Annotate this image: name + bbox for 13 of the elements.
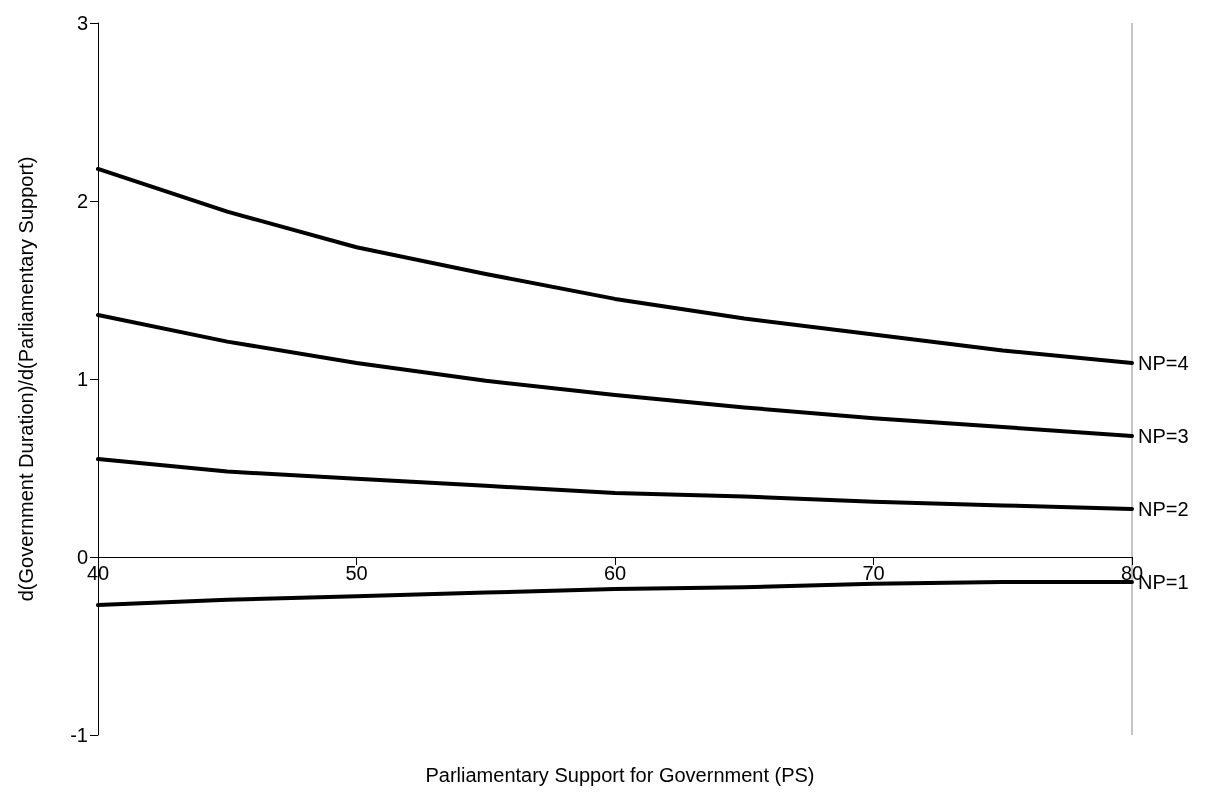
series-label: NP=4 bbox=[1138, 351, 1189, 374]
series-label: NP=2 bbox=[1138, 497, 1189, 520]
x-tick-label: 70 bbox=[862, 562, 885, 584]
x-tick-label: 60 bbox=[603, 562, 627, 584]
x-tick-label: 50 bbox=[345, 562, 368, 584]
y-tick-label: -1 bbox=[70, 724, 88, 746]
y-tick-label: 3 bbox=[76, 12, 88, 34]
y-tick-label: 2 bbox=[76, 190, 88, 212]
y-tick-label: 1 bbox=[76, 368, 88, 390]
y-tick-label: 0 bbox=[76, 546, 88, 568]
x-axis-title: Parliamentary Support for Government (PS) bbox=[425, 764, 815, 786]
y-axis-title: d(Government Duration)/d(Parliamentary Support) bbox=[15, 156, 37, 602]
series-label: NP=3 bbox=[1138, 424, 1189, 447]
